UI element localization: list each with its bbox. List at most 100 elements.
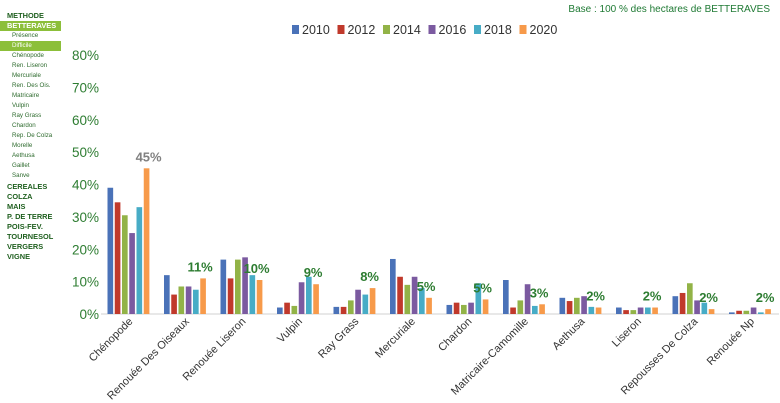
bar-2012-10 [679,292,686,314]
bar-2020-0 [143,168,150,314]
sidebar-item-colza[interactable]: COLZA [7,191,33,201]
bar-2010-0 [107,187,114,314]
bar-2012-5 [397,276,403,314]
y-tick-label: 40% [72,178,99,193]
bar-2012-1 [171,294,177,314]
bar-2012-4 [340,306,347,314]
legend-label-2010: 2010 [302,23,330,37]
legend-label-2014: 2014 [393,23,421,37]
x-tick-label: Liseron [610,316,644,350]
y-axis: 0% 10% 20% 30% 40% 50% 60% 70% 80% [72,48,99,322]
x-tick-label: Chénopode [87,316,136,365]
legend-swatch-2016 [428,25,436,34]
bar-2018-4 [362,294,369,314]
bar-2010-10 [672,296,679,314]
sidebar-subitem-matricaire[interactable]: Matricaire [12,92,40,100]
data-label-6: 5% [473,280,492,295]
sidebar-subitem-sanve[interactable]: Sanve [12,171,30,179]
bar-2018-7 [532,305,538,314]
y-tick-label: 20% [72,242,99,257]
sidebar-item-pois-fev[interactable]: POIS-FEV. [7,222,43,232]
sidebar-item-vigne[interactable]: VIGNE [7,252,30,262]
sidebar-subitem-ray-grass[interactable]: Ray Grass [12,112,42,119]
data-label-3: 9% [304,265,323,280]
data-labels: 45% 11% 10% 9% 8% 5% 5% 3% 2% 2% 2% 2% [136,149,775,305]
legend-swatch-2018 [474,25,481,34]
sidebar-item-betteraves[interactable]: BETTERAVES [0,21,61,31]
data-label-2: 10% [244,261,270,276]
sidebar-subitem-ren-des-ois[interactable]: Ren. Des Ois. [12,82,51,90]
chart-legend: 2010 2012 2014 2016 2018 2020 [292,23,557,37]
bar-2012-2 [227,278,234,314]
bar-2016-9 [637,307,644,314]
bar-2014-9 [630,310,637,314]
sidebar-item-vergers[interactable]: VERGERS [7,242,44,252]
bar-2012-9 [623,310,629,314]
data-label-1: 11% [187,259,213,274]
bar-2018-6 [475,283,482,314]
bar-2020-9 [652,307,658,314]
bar-2020-11 [765,309,771,314]
sidebar-subitem-rep-de-colza[interactable]: Rep. De Colza [12,131,53,139]
x-tick-label: Vulpin [275,316,305,346]
bar-2016-8 [581,296,587,314]
sidebar-item-methode[interactable]: METHODE [7,11,44,20]
bar-2010-5 [390,258,396,314]
bar-2018-10 [701,302,708,314]
sidebar-subitem-chardon[interactable]: Chardon [12,121,36,129]
sidebar-item-mais[interactable]: MAIS [7,201,26,211]
bar-2016-0 [129,233,135,314]
bar-2016-2 [242,257,248,314]
bar-2018-0 [136,207,143,314]
sidebar-subitem-vulpin[interactable]: Vulpin [12,102,29,110]
bar-2016-6 [468,302,474,314]
bar-2018-5 [419,288,425,314]
sidebar-subitem-morelle[interactable]: Morelle [12,141,33,149]
x-tick-label: Aethusa [550,315,588,353]
bar-2012-3 [284,302,290,314]
bar-2012-0 [114,202,121,314]
bar-2016-7 [524,284,531,314]
y-tick-label: 50% [72,145,99,160]
bar-2020-3 [313,284,319,314]
bar-2014-4 [348,300,354,314]
bar-2012-6 [453,302,460,314]
x-tick-label: Mercuriale [373,316,418,361]
sidebar-item-p-de-terre[interactable]: P. DE TERRE [7,211,53,221]
bar-2010-7 [503,280,509,314]
bar-2014-2 [235,259,241,314]
sidebar-subitem-presence[interactable]: Présence [12,32,39,40]
bar-2016-5 [411,276,418,314]
sidebar-item-tournesol[interactable]: TOURNESOL [7,232,54,242]
data-label-9: 2% [643,289,662,304]
sidebar-subitem-aethusa[interactable]: Aethusa [12,151,35,159]
bar-2014-6 [461,304,467,314]
data-label-0: 45% [136,149,162,164]
sidebar-subitem-chenopode[interactable]: Chénopode [12,52,44,60]
bar-2018-3 [306,276,312,314]
bar-2014-7 [517,300,524,314]
sidebar-subitem-gaillet[interactable]: Gaillet [12,161,30,169]
sidebar-subitem-difficile[interactable]: Difficile [0,41,61,52]
bar-2020-8 [595,307,602,314]
sidebar-subitem-mercuriale[interactable]: Mercuriale [12,72,41,80]
bar-2010-1 [164,275,170,314]
sidebar-item-cereales[interactable]: CEREALES [7,181,48,191]
bar-2010-8 [559,297,566,314]
data-label-5: 5% [417,279,436,294]
bar-2018-2 [249,275,256,314]
bar-2016-1 [185,286,192,314]
bar-2016-11 [750,307,757,314]
bar-2014-5 [404,284,411,314]
data-label-10: 2% [699,290,718,305]
bar-2020-2 [256,280,263,314]
sidebar-subitem-ren-liseron[interactable]: Ren. Liseron [12,62,48,70]
x-tick-label: Renouée Liseron [181,316,249,384]
bar-2020-5 [426,297,432,314]
y-tick-label: 0% [79,307,99,322]
bar-2014-10 [687,283,693,314]
legend-swatch-2010 [292,25,299,34]
bar-2012-7 [510,307,516,314]
bar-2016-10 [694,300,700,314]
